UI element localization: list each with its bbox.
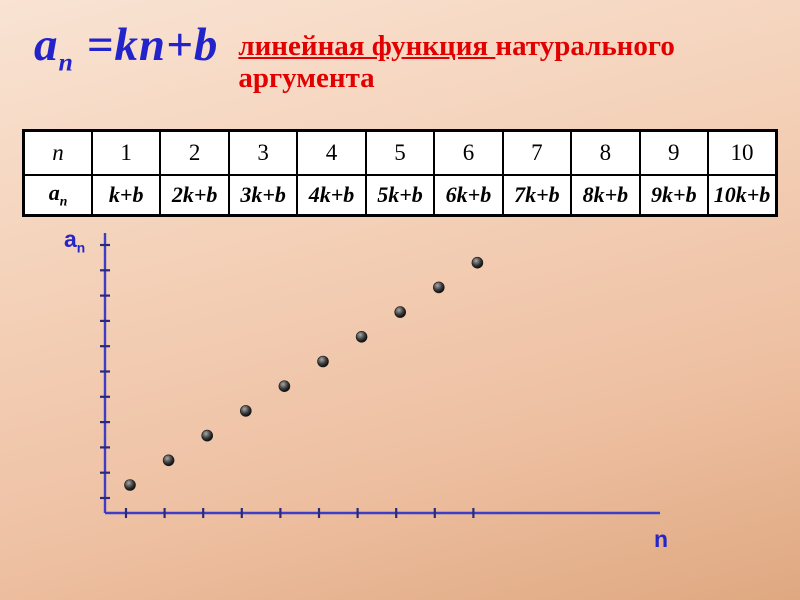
table-cell: 6: [433, 129, 504, 176]
x-axis-label: n: [654, 526, 669, 552]
table-cell: 9k+b: [638, 174, 710, 217]
subtitle-rest: натурального: [495, 30, 675, 62]
subtitle-underlined: линейная функция: [238, 30, 496, 62]
table-cell: 2k+b: [159, 174, 230, 217]
chart-canvas: [100, 233, 660, 518]
table-cell: 9: [638, 129, 710, 176]
table-cell: 3k+b: [227, 174, 299, 217]
table-cell: 7k+b: [501, 174, 573, 217]
y-axis-label: an: [64, 226, 85, 256]
table-cell: 4: [296, 129, 367, 176]
row-label-an-subscript: n: [59, 193, 68, 209]
table-cell: k+b: [90, 174, 162, 217]
subtitle: линейная функция натурального аргумента: [238, 30, 675, 95]
table-cell: 10k+b: [707, 174, 778, 217]
subtitle-line-1: линейная функция натурального: [238, 30, 675, 62]
table-cell: 8: [570, 129, 641, 176]
table-row-n: n 1 2 3 4 5 6 7 8 9 10: [22, 129, 778, 176]
table-cell: 8k+b: [570, 174, 641, 217]
y-axis-label-base: a: [64, 226, 77, 252]
formula: an =kn+b: [34, 18, 218, 77]
row-label-n: n: [22, 129, 93, 176]
table-cell: 7: [501, 129, 573, 176]
row-label-an: an: [22, 174, 93, 217]
table-cell: 6k+b: [433, 174, 504, 217]
formula-rhs: =kn+b: [73, 19, 219, 71]
table-cell: 10: [707, 129, 778, 176]
slide-title: an =kn+b линейная функция натурального а…: [34, 18, 675, 95]
values-table: n 1 2 3 4 5 6 7 8 9 10 an k+b 2k+b 3k+b …: [22, 129, 778, 217]
row-label-an-base: a: [48, 180, 60, 206]
formula-subscript: n: [58, 47, 74, 77]
table-cell: 3: [227, 129, 299, 176]
formula-base: a: [34, 19, 59, 71]
scatter-chart: an n: [58, 220, 718, 570]
subtitle-line-2: аргумента: [238, 62, 375, 95]
table-cell: 5: [364, 129, 436, 176]
table-row-an: an k+b 2k+b 3k+b 4k+b 5k+b 6k+b 7k+b 8k+…: [22, 174, 778, 217]
table-cell: 2: [159, 129, 230, 176]
table-cell: 4k+b: [296, 174, 367, 217]
table-cell: 5k+b: [364, 174, 436, 217]
y-axis-label-subscript: n: [76, 240, 86, 256]
table-cell: 1: [90, 129, 162, 176]
